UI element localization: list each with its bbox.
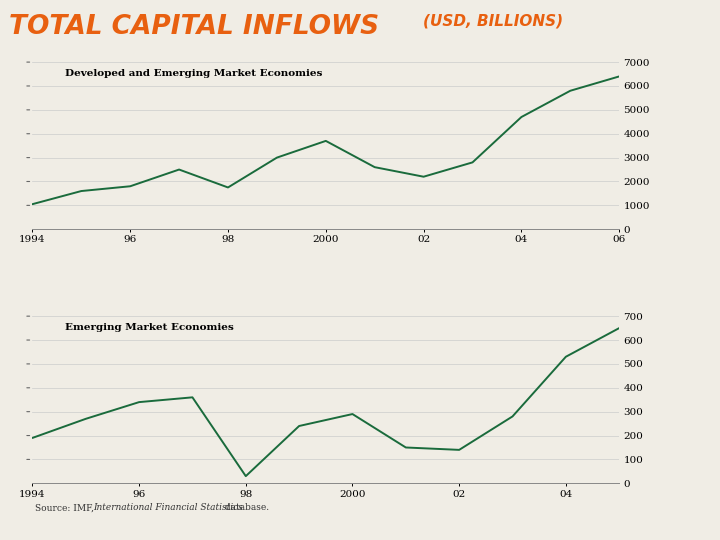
- Text: International Financial Statistics: International Financial Statistics: [94, 503, 243, 512]
- Text: database.: database.: [222, 503, 269, 512]
- Text: (USD, BILLIONS): (USD, BILLIONS): [423, 14, 563, 29]
- Text: Developed and Emerging Market Economies: Developed and Emerging Market Economies: [65, 69, 322, 78]
- Text: Source: IMF,: Source: IMF,: [35, 503, 96, 512]
- Text: TOTAL CAPITAL INFLOWS: TOTAL CAPITAL INFLOWS: [9, 14, 379, 39]
- Text: Emerging Market Economies: Emerging Market Economies: [65, 323, 233, 332]
